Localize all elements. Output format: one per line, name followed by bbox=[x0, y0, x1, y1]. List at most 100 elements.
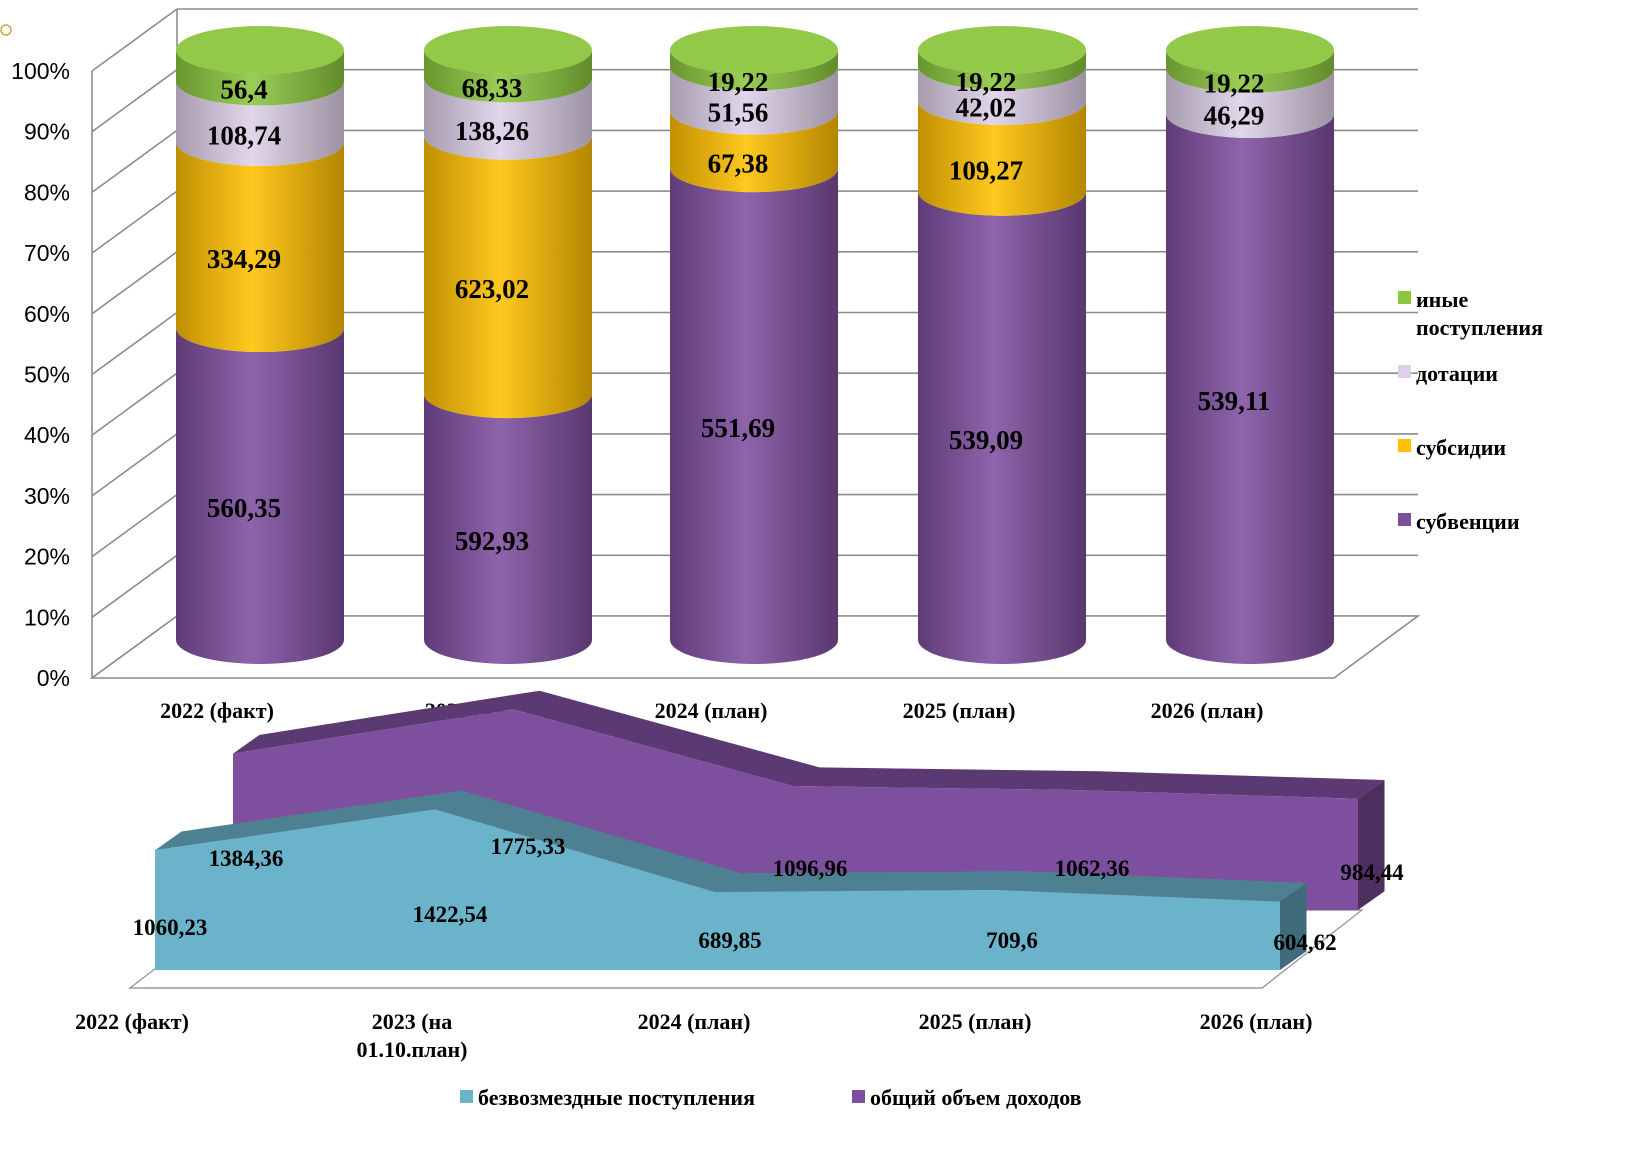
y-tick-label: 80% bbox=[24, 179, 70, 205]
wall-gridline bbox=[91, 129, 178, 194]
bar-segment bbox=[670, 110, 838, 193]
data-label: 138,26 bbox=[455, 116, 529, 146]
area-top-face bbox=[155, 790, 1307, 902]
y-tick-label: 10% bbox=[24, 604, 70, 630]
legend-swatch bbox=[460, 1090, 473, 1103]
y-tick-label: 40% bbox=[24, 422, 70, 448]
x-tick-label: 2022 (факт) bbox=[160, 698, 274, 723]
wall-gridline bbox=[91, 190, 178, 254]
label-line: иные bbox=[1416, 287, 1469, 312]
legend-label: общий объем доходов bbox=[870, 1085, 1082, 1110]
bar-segment bbox=[424, 78, 592, 160]
legend-label: безвозмездные поступления bbox=[478, 1085, 755, 1110]
bar-top bbox=[1166, 26, 1334, 74]
bar-top bbox=[670, 26, 838, 74]
area-data-label: 1384,36 bbox=[209, 846, 284, 871]
y-tick-label: 20% bbox=[24, 544, 70, 570]
cylinder-bar bbox=[424, 26, 592, 664]
label-line: 01.10.план) bbox=[356, 1037, 467, 1062]
y-tick-label: 0% bbox=[37, 665, 70, 691]
legend-swatch bbox=[1398, 365, 1411, 378]
y-tick-label: 50% bbox=[24, 362, 70, 388]
x-tick-label: 2024 (план) bbox=[655, 698, 768, 723]
area-chart: 1060,23 1422,54 689,85 709,6 604,62 1384,36 17… bbox=[75, 690, 1405, 1110]
area-series bbox=[127, 690, 1385, 989]
bar-segment bbox=[1166, 50, 1334, 93]
bar-segment bbox=[424, 50, 592, 103]
x-tick-label: 2026 (план) bbox=[1151, 698, 1264, 723]
label-line: 2022 (факт) bbox=[75, 1009, 189, 1034]
data-label: 109,27 bbox=[949, 155, 1023, 185]
chart-legend: иные поступления дотации субсидии субвенции bbox=[1398, 287, 1543, 534]
data-label: 56,4 bbox=[220, 75, 267, 105]
chart-bars bbox=[176, 26, 1334, 665]
area-x-tick-label: 2026 (план) bbox=[1200, 1009, 1313, 1034]
data-label: 551,69 bbox=[701, 413, 775, 443]
data-label: 623,02 bbox=[455, 274, 529, 304]
cylinder-bar bbox=[670, 26, 838, 664]
legend-swatch bbox=[1398, 439, 1411, 452]
area-data-label: 1422,54 bbox=[413, 902, 488, 927]
data-label: 42,02 bbox=[956, 92, 1017, 122]
cylinder-bar bbox=[918, 26, 1086, 664]
y-tick-label: 60% bbox=[24, 301, 70, 327]
label-line: 2023 (на bbox=[372, 1009, 453, 1034]
area-data-label: 1096,96 bbox=[773, 856, 848, 881]
area-x-tick-label: 2025 (план) bbox=[919, 1009, 1032, 1034]
area-x-tick-label: 2022 (факт) bbox=[75, 1009, 189, 1034]
area-data-label: 1060,23 bbox=[133, 915, 208, 940]
area-data-label: 709,6 bbox=[986, 928, 1038, 953]
wall-gridline bbox=[91, 493, 178, 558]
data-label: 68,33 bbox=[462, 73, 523, 103]
label-line: 2024 (план) bbox=[638, 1009, 751, 1034]
bar-segment bbox=[1166, 68, 1334, 138]
bar-segment bbox=[176, 141, 344, 353]
area-x-tick-label: 2023 (на 01.10.план) bbox=[356, 1009, 467, 1062]
bar-segment bbox=[1166, 113, 1334, 665]
area-legend: безвозмездные поступления общий объем дох… bbox=[460, 1085, 1082, 1110]
y-tick-label: 90% bbox=[24, 119, 70, 145]
area-data-label: 1062,36 bbox=[1055, 856, 1130, 881]
y-tick-label: 30% bbox=[24, 483, 70, 509]
bar-segment bbox=[918, 50, 1086, 90]
stacked-cylinder-chart: 0% 10% 20% 30% 40% 50% 60% 70% 80% 90% 100% 560,35… bbox=[11, 8, 1543, 751]
corner-decoration-icon bbox=[0, 24, 12, 36]
wall-gridline bbox=[91, 311, 178, 376]
legend-label: субвенции bbox=[1416, 509, 1520, 534]
bar-top bbox=[918, 26, 1086, 74]
cylinder-bar bbox=[176, 26, 344, 664]
wall-gridline bbox=[91, 372, 178, 436]
legend-label: субсидии bbox=[1416, 435, 1506, 460]
bar-segment bbox=[670, 50, 838, 91]
y-tick-label: 70% bbox=[24, 240, 70, 266]
bar-segment bbox=[176, 81, 344, 166]
area-top-face bbox=[233, 690, 1385, 799]
area-data-labels: 1060,23 1422,54 689,85 709,6 604,62 1384,36 17… bbox=[133, 834, 1405, 955]
wall-gridline bbox=[91, 554, 178, 618]
bar-segment bbox=[176, 50, 344, 106]
data-labels: 560,35 334,29 108,74 56,4 592,93 623,02 138,26… bbox=[207, 67, 1271, 556]
area-data-label: 689,85 bbox=[698, 928, 761, 953]
wall-gridline bbox=[91, 251, 178, 315]
bar-segment bbox=[670, 168, 838, 664]
data-label: 19,22 bbox=[708, 67, 769, 97]
data-label: 108,74 bbox=[207, 121, 281, 151]
data-label: 19,22 bbox=[1204, 68, 1265, 98]
area-x-tick-label: 2024 (план) bbox=[638, 1009, 751, 1034]
area-side-face bbox=[1358, 780, 1385, 910]
data-label: 539,09 bbox=[949, 425, 1023, 455]
wall-gridline bbox=[91, 8, 178, 72]
area-data-label: 604,62 bbox=[1273, 930, 1336, 955]
legend-swatch bbox=[1398, 513, 1411, 526]
legend-label: дотации bbox=[1416, 361, 1498, 386]
data-label: 46,29 bbox=[1204, 100, 1265, 130]
label-line: 2026 (план) bbox=[1151, 698, 1264, 723]
bar-segment bbox=[918, 100, 1086, 216]
data-label: 560,35 bbox=[207, 493, 281, 523]
data-label: 539,11 bbox=[1198, 386, 1271, 416]
bar-top bbox=[176, 26, 344, 74]
area-series-grants bbox=[155, 790, 1307, 970]
legend-label: иные поступления bbox=[1416, 287, 1543, 340]
bar-segment bbox=[670, 66, 838, 135]
